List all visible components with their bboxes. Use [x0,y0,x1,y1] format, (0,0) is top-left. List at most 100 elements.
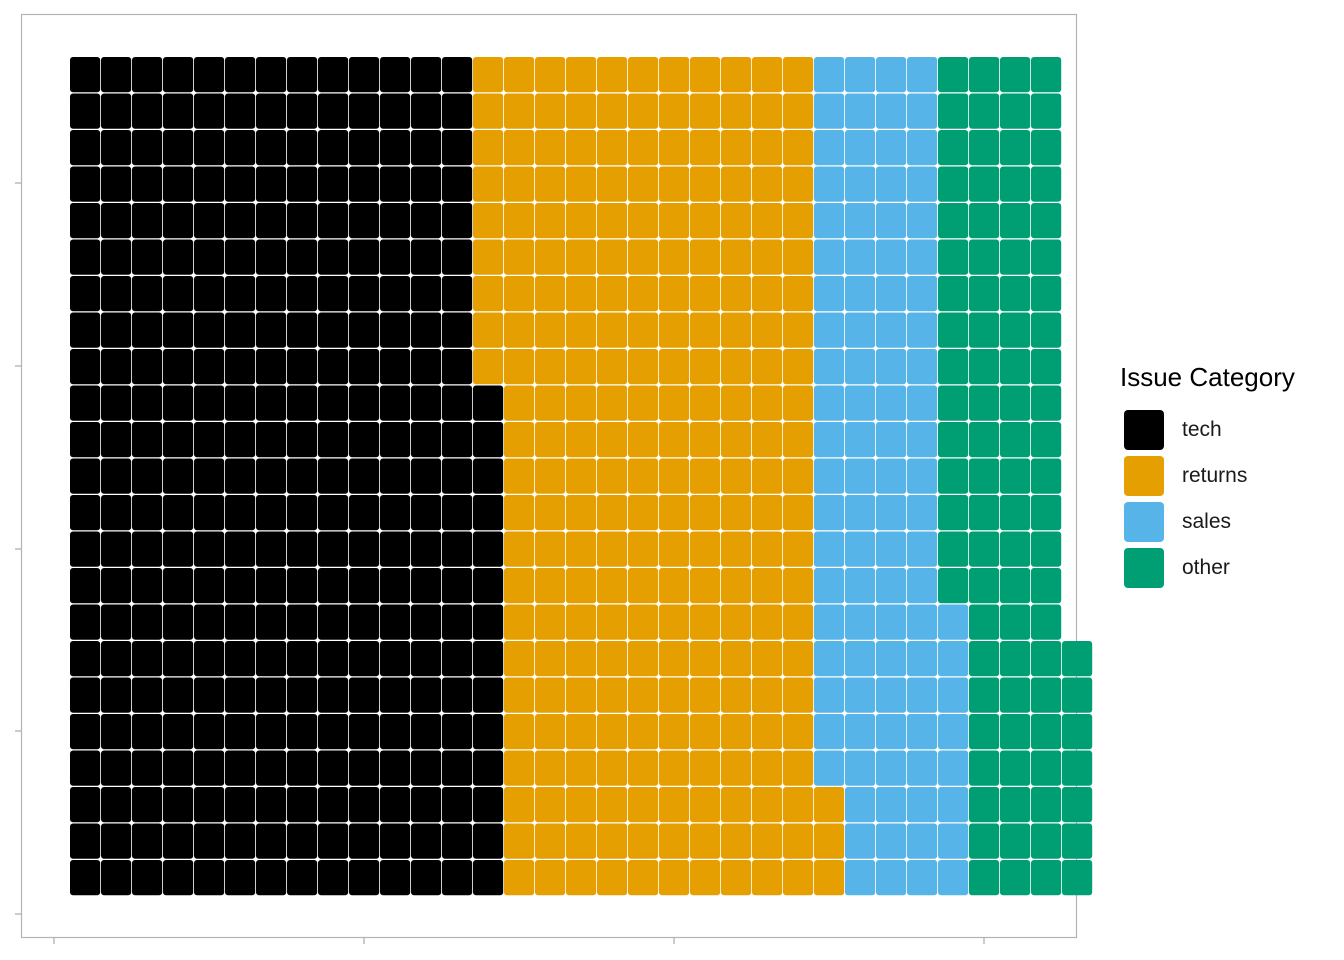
waffle-cell-tech [225,641,256,677]
waffle-cell-sales [876,714,907,750]
waffle-cell-sales [845,495,876,531]
waffle-cell-sales [938,750,969,786]
waffle-cell-other [1000,93,1031,129]
waffle-cell-tech [256,568,287,604]
waffle-cell-returns [535,641,566,677]
waffle-cell-tech [442,458,473,494]
waffle-cell-tech [194,385,225,421]
waffle-cell-tech [194,57,225,93]
legend-label: sales [1182,510,1232,533]
waffle-cell-other [938,93,969,129]
waffle-cell-tech [318,203,349,239]
waffle-cell-returns [690,385,721,421]
waffle-cell-sales [938,677,969,713]
waffle-cell-returns [659,312,690,348]
waffle-cell-tech [194,641,225,677]
waffle-cell-returns [566,823,597,859]
waffle-cell-returns [504,604,535,640]
waffle-cell-sales [876,239,907,275]
waffle-cell-other [1000,458,1031,494]
waffle-cell-returns [659,604,690,640]
waffle-cell-tech [225,203,256,239]
waffle-cell-tech [318,568,349,604]
waffle-cell-tech [287,130,318,166]
waffle-cell-returns [566,349,597,385]
waffle-cell-returns [566,677,597,713]
waffle-cell-tech [287,750,318,786]
waffle-cell-sales [845,130,876,166]
waffle-cell-tech [349,531,380,567]
waffle-cell-tech [163,422,194,458]
waffle-cell-other [1031,276,1062,312]
waffle-cell-returns [690,531,721,567]
waffle-cell-tech [225,677,256,713]
waffle-cell-returns [504,239,535,275]
waffle-cell-sales [814,130,845,166]
axis-ticks [15,182,985,944]
waffle-cell-tech [349,57,380,93]
waffle-cell-returns [566,203,597,239]
waffle-cell-tech [101,422,132,458]
waffle-cell-tech [225,312,256,348]
waffle-cell-sales [845,714,876,750]
waffle-cell-tech [318,239,349,275]
waffle-cell-returns [814,823,845,859]
waffle-cell-tech [194,203,225,239]
waffle-cell-tech [318,166,349,202]
waffle-cell-returns [752,604,783,640]
waffle-cell-tech [349,239,380,275]
waffle-cell-tech [287,860,318,896]
waffle-cell-returns [783,641,814,677]
waffle-cell-tech [380,239,411,275]
waffle-cell-returns [721,677,752,713]
waffle-cell-other [1031,130,1062,166]
waffle-cell-tech [225,57,256,93]
waffle-cell-tech [318,312,349,348]
waffle-cell-sales [876,276,907,312]
waffle-cell-returns [659,787,690,823]
waffle-cell-tech [101,641,132,677]
waffle-cell-sales [907,166,938,202]
waffle-cell-tech [473,787,504,823]
waffle-cell-other [938,568,969,604]
waffle-cell-returns [628,166,659,202]
waffle-cell-returns [628,239,659,275]
waffle-cell-tech [349,458,380,494]
waffle-cell-tech [442,312,473,348]
waffle-cell-returns [504,568,535,604]
waffle-cell-tech [163,860,194,896]
waffle-cell-tech [287,166,318,202]
waffle-cell-sales [876,531,907,567]
waffle-cell-tech [70,349,101,385]
waffle-cell-returns [752,823,783,859]
waffle-cell-returns [535,531,566,567]
waffle-cell-tech [132,677,163,713]
waffle-cell-tech [349,860,380,896]
waffle-cell-returns [721,239,752,275]
waffle-cell-sales [814,531,845,567]
waffle-cell-other [1000,750,1031,786]
waffle-cell-tech [380,93,411,129]
waffle-cell-tech [132,385,163,421]
waffle-cell-other [1062,641,1093,677]
waffle-cell-tech [442,422,473,458]
waffle-cell-tech [380,860,411,896]
waffle-cell-returns [752,422,783,458]
waffle-cell-other [938,385,969,421]
waffle-cell-returns [659,568,690,604]
waffle-cell-tech [411,203,442,239]
waffle-cell-other [1062,714,1093,750]
waffle-cell-tech [101,714,132,750]
waffle-cell-other [969,787,1000,823]
waffle-cell-returns [535,203,566,239]
waffle-cell-tech [473,604,504,640]
waffle-cell-returns [473,57,504,93]
waffle-cell-other [1062,860,1093,896]
waffle-cell-other [1000,860,1031,896]
waffle-cell-tech [163,349,194,385]
waffle-cell-tech [287,714,318,750]
waffle-cell-returns [783,349,814,385]
waffle-cell-sales [876,385,907,421]
waffle-cell-sales [814,422,845,458]
waffle-cell-sales [845,531,876,567]
